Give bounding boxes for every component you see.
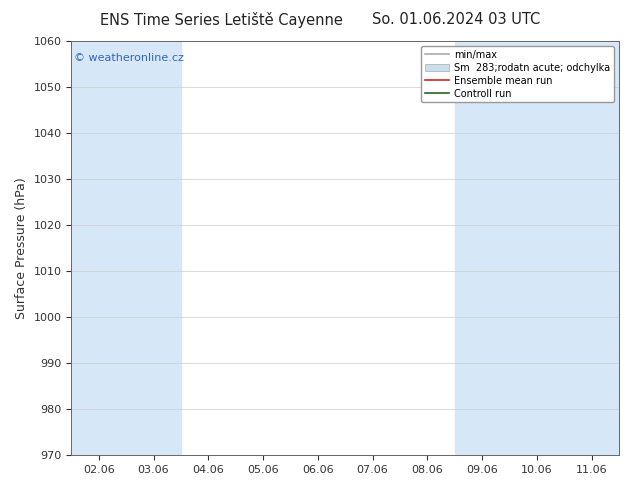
Text: © weatheronline.cz: © weatheronline.cz xyxy=(74,53,184,64)
Bar xyxy=(72,41,126,455)
Text: ENS Time Series Letiště Cayenne: ENS Time Series Letiště Cayenne xyxy=(100,12,344,28)
Bar xyxy=(455,41,510,455)
Text: So. 01.06.2024 03 UTC: So. 01.06.2024 03 UTC xyxy=(372,12,541,27)
Y-axis label: Surface Pressure (hPa): Surface Pressure (hPa) xyxy=(15,177,28,319)
Bar xyxy=(510,41,564,455)
Bar xyxy=(126,41,181,455)
Legend: min/max, Sm  283;rodatn acute; odchylka, Ensemble mean run, Controll run: min/max, Sm 283;rodatn acute; odchylka, … xyxy=(421,46,614,102)
Bar xyxy=(564,41,619,455)
